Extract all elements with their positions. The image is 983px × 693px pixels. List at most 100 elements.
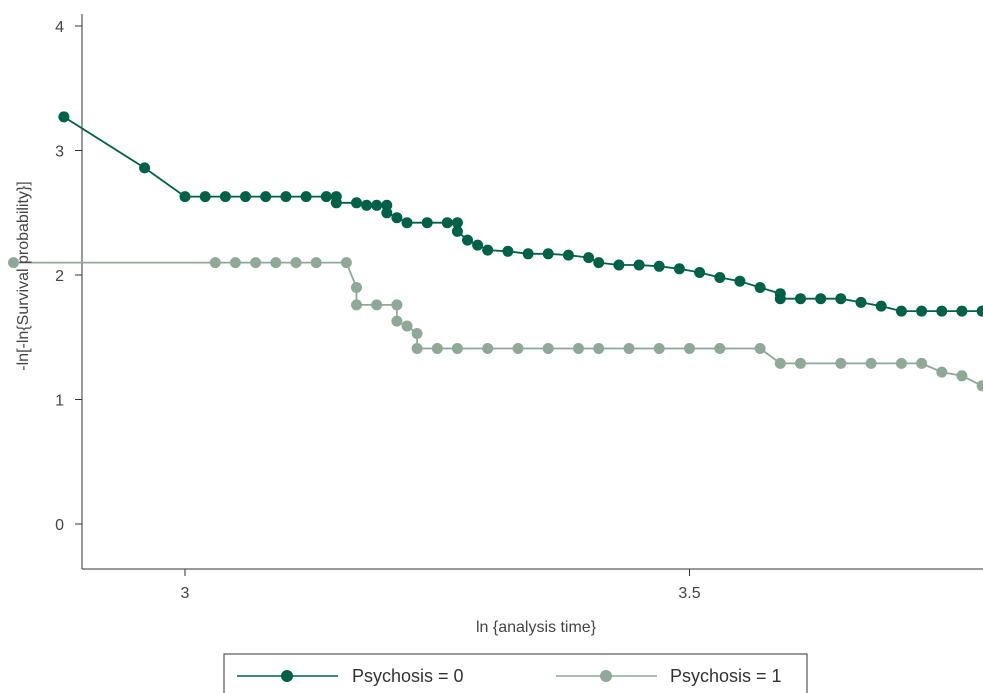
data-point <box>270 257 282 269</box>
y-tick-label: 4 <box>55 19 64 36</box>
data-point <box>774 293 786 305</box>
data-point <box>774 357 786 369</box>
data-point <box>684 343 695 354</box>
data-point <box>401 217 413 229</box>
data-point <box>219 191 231 203</box>
data-point <box>875 300 887 312</box>
data-point <box>865 357 877 369</box>
data-point <box>411 328 423 339</box>
data-point <box>280 191 292 203</box>
data-point <box>431 343 443 354</box>
data-point <box>482 343 494 354</box>
data-point <box>451 343 463 354</box>
data-point <box>179 191 191 203</box>
data-point <box>139 162 151 174</box>
data-point <box>714 343 726 354</box>
data-point <box>573 343 584 354</box>
data-point <box>653 343 665 354</box>
data-point <box>421 217 433 229</box>
legend-marker-series-1 <box>600 670 612 682</box>
data-point <box>633 259 645 271</box>
data-point <box>451 217 463 229</box>
legend-label-series-1: Psychosis = 1 <box>670 666 782 686</box>
data-point <box>209 257 221 269</box>
data-point <box>613 259 625 271</box>
data-point <box>522 248 534 260</box>
data-point <box>391 315 403 327</box>
data-point <box>401 320 413 332</box>
data-point <box>623 343 635 354</box>
data-point <box>371 199 383 211</box>
data-point <box>795 357 806 369</box>
data-point <box>482 244 494 256</box>
series-line-0 <box>63 116 983 312</box>
data-point <box>260 191 272 203</box>
legend-label-series-0: Psychosis = 0 <box>352 666 464 686</box>
data-point <box>593 257 605 269</box>
data-point <box>411 343 423 354</box>
data-point <box>936 366 948 378</box>
data-point <box>340 257 352 269</box>
series-1 <box>8 257 983 392</box>
data-point <box>250 257 262 269</box>
legend-box <box>223 653 808 693</box>
data-point <box>361 199 373 211</box>
x-axis-title: ln {analysis time} <box>476 619 597 636</box>
data-point <box>583 252 595 264</box>
data-point <box>936 305 948 317</box>
data-point <box>8 257 19 269</box>
data-point <box>542 343 554 354</box>
data-point <box>734 275 746 287</box>
data-point <box>58 111 70 123</box>
data-point <box>391 299 403 311</box>
data-point <box>502 245 514 257</box>
data-point <box>300 191 312 203</box>
data-point <box>371 299 383 311</box>
legend-marker-series-0 <box>281 670 293 682</box>
data-point <box>351 282 362 293</box>
data-point <box>310 257 322 269</box>
data-point <box>956 370 968 382</box>
data-point <box>391 212 403 224</box>
data-point <box>199 191 211 203</box>
data-point <box>976 380 983 392</box>
data-point <box>330 197 342 209</box>
data-point <box>835 357 847 369</box>
x-tick-label: 3.5 <box>678 585 700 602</box>
data-point <box>451 225 463 237</box>
data-point <box>835 293 847 305</box>
data-point <box>916 305 928 317</box>
data-point <box>815 293 827 305</box>
data-point <box>895 357 907 369</box>
y-tick-label: 2 <box>55 268 64 285</box>
data-point <box>290 257 302 269</box>
data-point <box>512 343 524 354</box>
legend: Psychosis = 0 Psychosis = 1 <box>223 653 808 693</box>
data-point <box>795 293 806 305</box>
data-point <box>754 282 766 293</box>
data-point <box>351 197 362 209</box>
data-point <box>976 305 983 317</box>
data-point <box>351 299 362 311</box>
data-point <box>694 267 706 278</box>
data-point <box>320 191 332 203</box>
data-point <box>956 305 968 317</box>
series-0 <box>58 111 983 317</box>
y-tick-label: 0 <box>55 517 64 534</box>
y-tick-label: 3 <box>55 144 64 161</box>
data-point <box>653 260 665 272</box>
data-point <box>240 191 251 203</box>
data-point <box>229 257 241 269</box>
data-point <box>542 248 554 260</box>
data-point <box>472 239 484 251</box>
data-point <box>441 217 453 229</box>
x-tick-label: 3 <box>181 585 190 602</box>
data-point <box>916 357 928 369</box>
data-point <box>895 305 907 317</box>
data-point <box>562 249 574 261</box>
data-point <box>855 296 867 308</box>
data-point <box>381 207 393 219</box>
data-point <box>462 234 473 246</box>
